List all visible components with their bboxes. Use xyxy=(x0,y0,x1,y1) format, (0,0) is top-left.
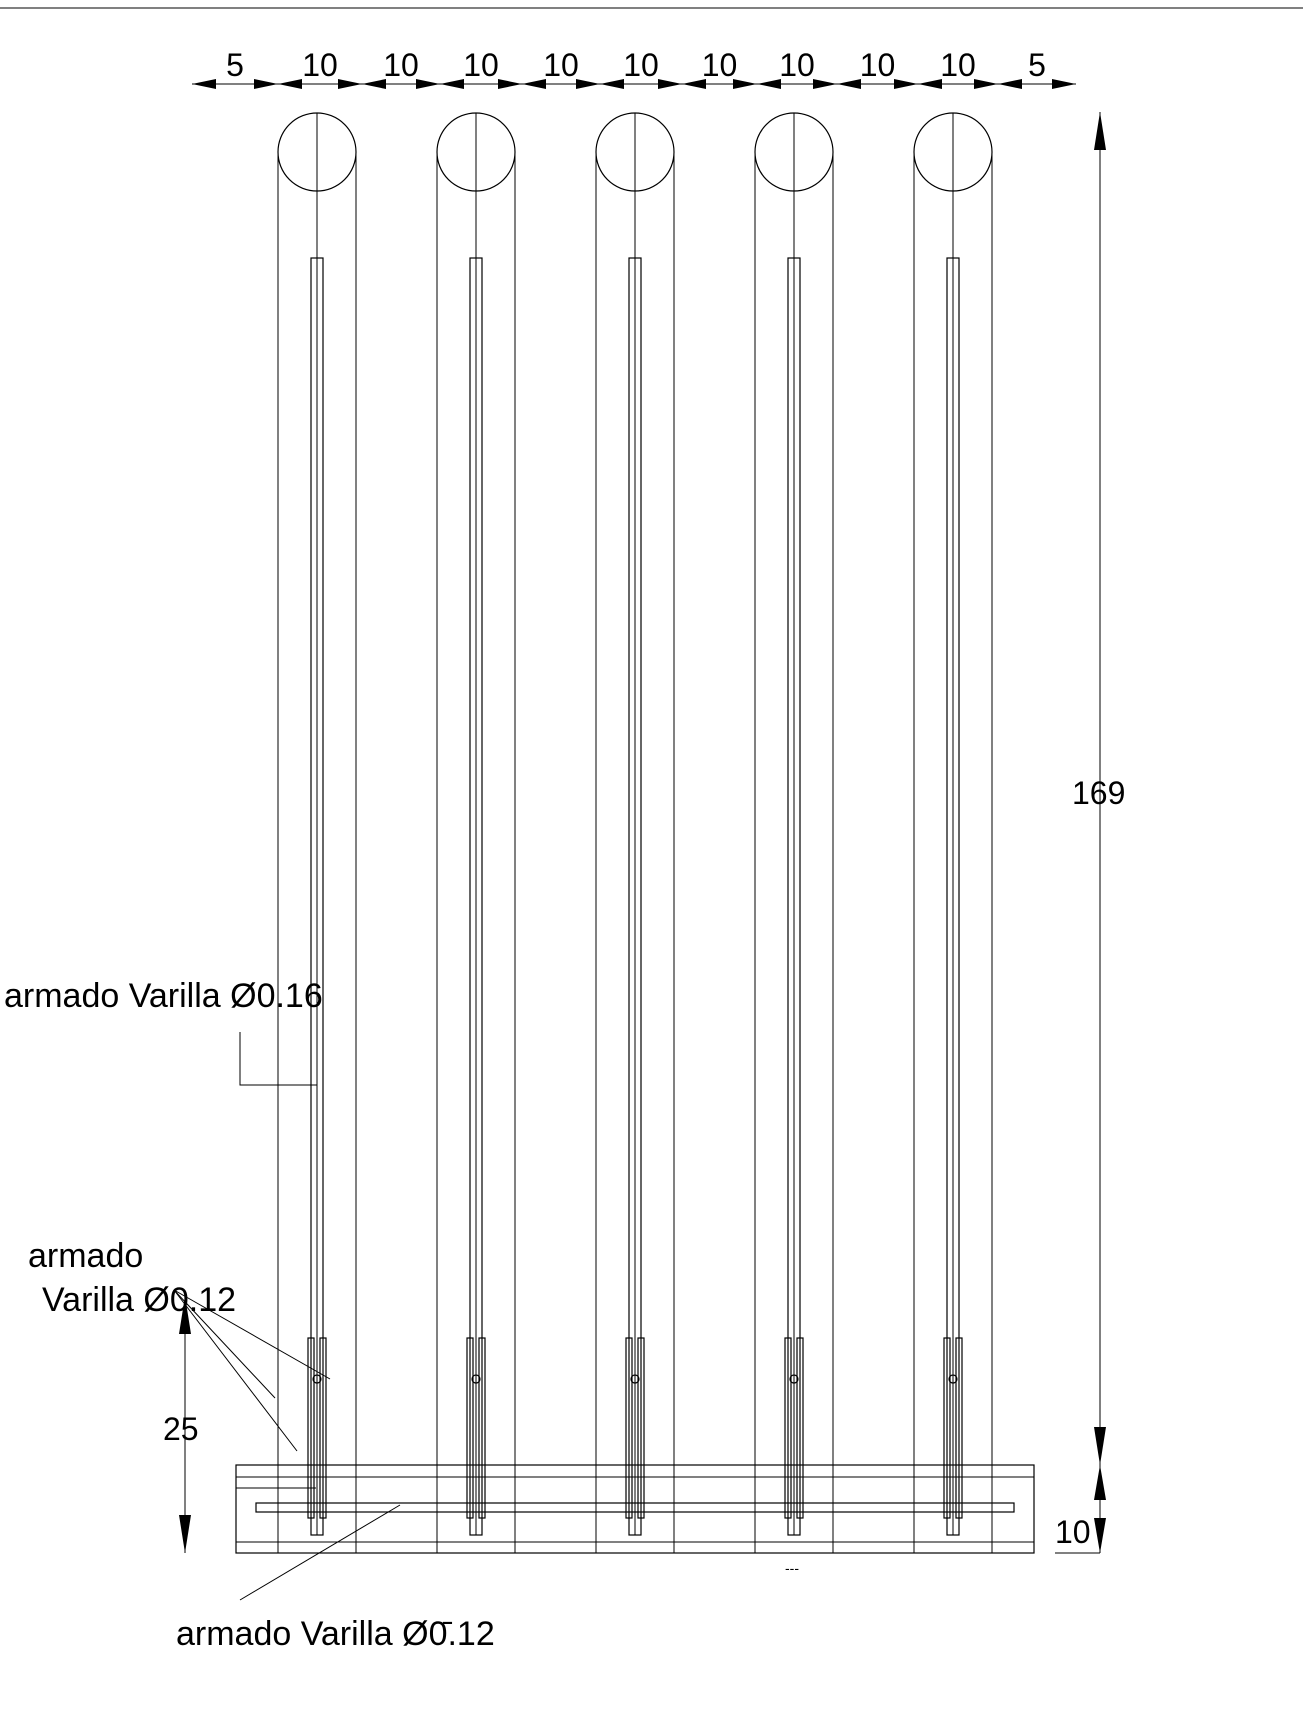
dim-arrow xyxy=(416,79,440,89)
top-dimension-label: 10 xyxy=(623,47,659,83)
top-dimension-chain xyxy=(192,79,1076,89)
column-node xyxy=(630,1374,640,1384)
column-node xyxy=(471,1374,481,1384)
top-dimension-label: 10 xyxy=(302,47,338,83)
column-sleeve-bar xyxy=(319,1337,327,1519)
column-sleeve-bar xyxy=(943,1337,951,1519)
base-dimension-label: 10 xyxy=(1055,1514,1091,1550)
dim-arrow xyxy=(813,79,837,89)
dim-arrow xyxy=(440,79,464,89)
base-beam xyxy=(235,1464,1035,1554)
dim-arrow xyxy=(998,79,1022,89)
columns-group xyxy=(277,112,993,1553)
column xyxy=(595,112,675,1553)
leader-bottom-bar xyxy=(239,1504,401,1601)
top-dimension-label: 10 xyxy=(383,47,419,83)
dim-arrow xyxy=(600,79,624,89)
top-dimension-label: 10 xyxy=(702,47,738,83)
dim-arrow xyxy=(192,79,216,89)
dim-arrow xyxy=(894,79,918,89)
height-dimension xyxy=(1055,112,1106,1554)
leader-mid-bar xyxy=(173,1289,331,1452)
dim-arrow xyxy=(576,79,600,89)
dim-arrow xyxy=(658,79,682,89)
dim-arrow xyxy=(918,79,942,89)
lower-dimension-label: 25 xyxy=(163,1411,199,1447)
lower-dimension xyxy=(179,1296,191,1553)
column-sleeve-bar xyxy=(466,1337,474,1519)
dim-arrow xyxy=(837,79,861,89)
small-mark: --- xyxy=(785,1560,799,1576)
column-sleeve-bar xyxy=(307,1337,315,1519)
top-dimension-label: 10 xyxy=(543,47,579,83)
dim-arrow xyxy=(1052,79,1076,89)
dim-arrow xyxy=(498,79,522,89)
label-bottom-bar: armado Varilla Ø0̄.12 xyxy=(176,1615,495,1653)
column-node xyxy=(789,1374,799,1384)
column xyxy=(913,112,993,1553)
dim-arrow xyxy=(338,79,362,89)
top-dimension-labels: 5 10 10 10 10 10 10 10 10 10 5 xyxy=(226,47,1046,83)
top-dimension-label: 10 xyxy=(779,47,815,83)
top-dimension-label: 10 xyxy=(860,47,896,83)
top-dimension-label: 5 xyxy=(226,47,244,83)
label-mid-bar-line1: armado xyxy=(28,1237,143,1275)
dim-arrow xyxy=(682,79,706,89)
dim-arrow xyxy=(362,79,386,89)
column-sleeve-bar xyxy=(478,1337,486,1519)
top-dimension-label: 5 xyxy=(1028,47,1046,83)
column-sleeve-bar xyxy=(955,1337,963,1519)
dim-arrow xyxy=(522,79,546,89)
column xyxy=(436,112,516,1553)
dim-arrow xyxy=(254,79,278,89)
column xyxy=(754,112,834,1553)
label-mid-bar-line2: Varilla Ø0.12 xyxy=(42,1281,236,1319)
top-dimension-label: 10 xyxy=(940,47,976,83)
dim-arrow xyxy=(278,79,302,89)
dim-arrow xyxy=(974,79,998,89)
leader-top-bar xyxy=(239,1032,317,1086)
column-sleeve-bar xyxy=(637,1337,645,1519)
column-node xyxy=(312,1374,322,1384)
dim-arrow xyxy=(757,79,781,89)
label-top-bar: armado Varilla Ø0.16 xyxy=(4,977,323,1015)
column-sleeve-bar xyxy=(784,1337,792,1519)
height-dimension-label: 169 xyxy=(1072,775,1125,811)
dim-arrow xyxy=(733,79,757,89)
column-sleeve-bar xyxy=(625,1337,633,1519)
column-sleeve-bar xyxy=(796,1337,804,1519)
top-dimension-label: 10 xyxy=(463,47,499,83)
column-node xyxy=(948,1374,958,1384)
column xyxy=(277,112,357,1553)
